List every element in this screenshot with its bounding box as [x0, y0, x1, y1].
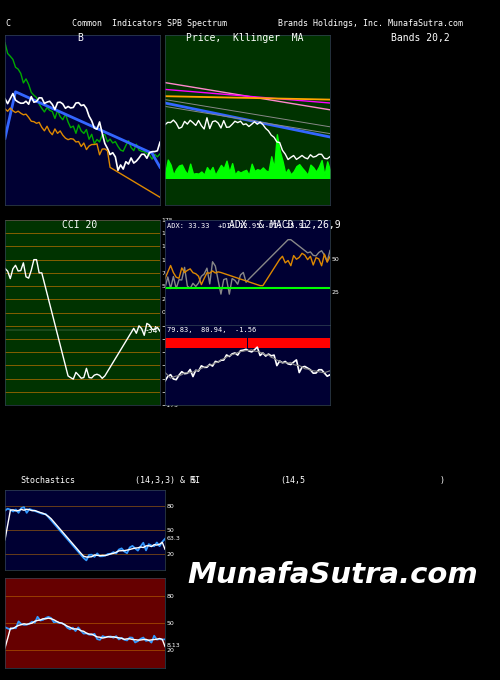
Text: SI: SI — [190, 476, 200, 485]
Bar — [272, 337, 276, 347]
Bar — [281, 337, 284, 347]
Bar — [208, 337, 211, 347]
Text: -34: -34 — [146, 326, 158, 335]
Bar — [304, 337, 306, 347]
Bar — [312, 337, 314, 347]
Bar — [172, 337, 175, 347]
Bar — [248, 337, 250, 347]
Bar — [197, 337, 200, 347]
Bar — [183, 337, 186, 347]
Bar — [286, 337, 290, 347]
Bar — [164, 337, 166, 347]
Text: 63.3: 63.3 — [166, 536, 180, 541]
Bar — [250, 337, 253, 347]
Bar — [262, 337, 264, 347]
Bar — [189, 337, 192, 347]
Bar — [178, 337, 180, 347]
Text: MunafaSutra.com: MunafaSutra.com — [187, 561, 478, 589]
Text: Bands 20,2: Bands 20,2 — [390, 33, 450, 43]
Text: Brands Holdings, Inc. MunafaSutra.com: Brands Holdings, Inc. MunafaSutra.com — [278, 19, 462, 28]
Bar — [244, 337, 248, 347]
Text: ): ) — [440, 476, 445, 485]
Bar — [290, 337, 292, 347]
Text: (14,3,3) & R: (14,3,3) & R — [135, 476, 195, 485]
Bar — [242, 337, 244, 347]
Bar — [264, 337, 267, 347]
Bar — [234, 337, 236, 347]
Bar — [194, 337, 197, 347]
Text: Common  Indicators SPB Spectrum: Common Indicators SPB Spectrum — [72, 19, 228, 28]
Bar — [180, 337, 183, 347]
Bar — [328, 337, 332, 347]
Text: 8,13: 8,13 — [166, 643, 180, 648]
Bar — [267, 337, 270, 347]
Bar — [309, 337, 312, 347]
Bar — [320, 337, 323, 347]
Text: ADX: 33.33  +DI: 12.95 -DI: 25.91: ADX: 33.33 +DI: 12.95 -DI: 25.91 — [166, 223, 307, 229]
Bar — [169, 337, 172, 347]
Text: Stochastics: Stochastics — [20, 476, 75, 485]
Bar — [200, 337, 203, 347]
Bar — [186, 337, 189, 347]
Bar — [326, 337, 328, 347]
Text: B: B — [77, 33, 83, 43]
Bar — [175, 337, 178, 347]
Bar — [214, 337, 216, 347]
Bar — [276, 337, 278, 347]
Bar — [236, 337, 239, 347]
Bar — [314, 337, 318, 347]
Bar — [295, 337, 298, 347]
Bar — [225, 337, 228, 347]
Bar — [256, 337, 258, 347]
Bar — [203, 337, 205, 347]
Bar — [192, 337, 194, 347]
Text: CCI 20: CCI 20 — [62, 220, 98, 231]
Bar — [216, 337, 220, 347]
Bar — [239, 337, 242, 347]
Bar — [228, 337, 230, 347]
Text: Price,  Kllinger  MA: Price, Kllinger MA — [186, 33, 304, 43]
Bar — [220, 337, 222, 347]
Bar — [284, 337, 286, 347]
Text: 79.83,  80.94,  -1.56: 79.83, 80.94, -1.56 — [166, 327, 256, 333]
Bar — [230, 337, 234, 347]
Text: C: C — [5, 19, 10, 28]
Bar — [258, 337, 262, 347]
Bar — [323, 337, 326, 347]
Text: (14,5: (14,5 — [280, 476, 305, 485]
Bar — [222, 337, 225, 347]
Bar — [318, 337, 320, 347]
Bar — [253, 337, 256, 347]
Bar — [300, 337, 304, 347]
Bar — [206, 337, 208, 347]
Bar — [270, 337, 272, 347]
Bar — [166, 337, 169, 347]
Bar — [211, 337, 214, 347]
Bar — [298, 337, 300, 347]
Text: ADX  & MACD 12,26,9: ADX & MACD 12,26,9 — [229, 220, 341, 231]
Bar — [306, 337, 309, 347]
Bar — [278, 337, 281, 347]
Bar — [292, 337, 295, 347]
